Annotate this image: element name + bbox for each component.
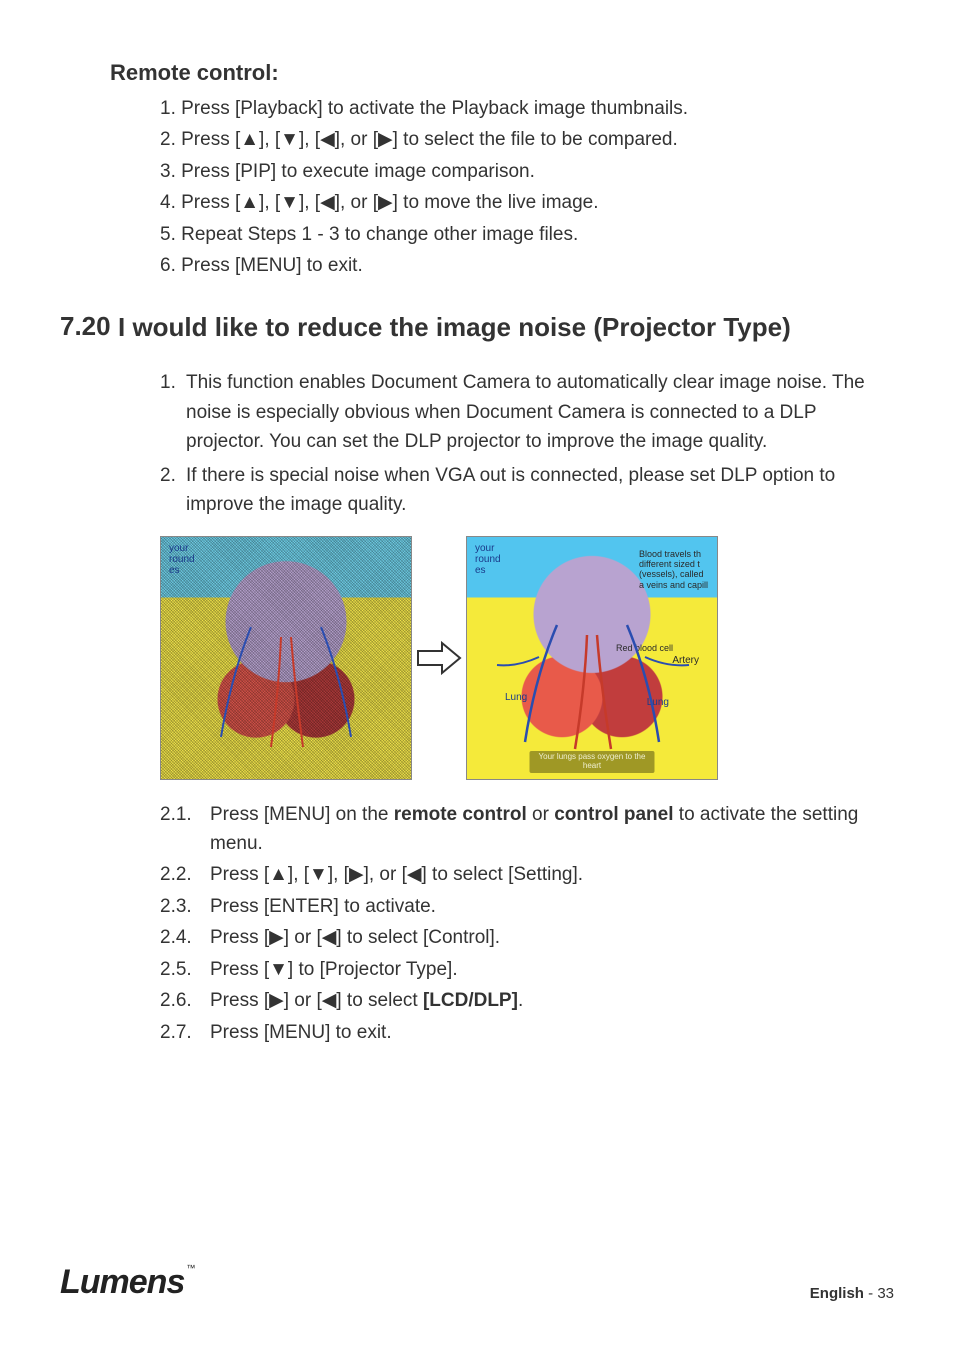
arrow-icon [412,641,466,675]
substeps-list: 2.1. Press [MENU] on the remote control … [160,800,894,1048]
figure-label: Lung [647,697,669,708]
list-item: 2.5.Press [▼] to [Projector Type]. [160,955,894,984]
section-number: 7.20 [60,311,118,342]
remote-steps-list: 1. Press [Playback] to activate the Play… [160,94,894,281]
trademark-icon: ™ [186,1263,194,1273]
figure-side-caption: Blood travels th different sized t (vess… [639,549,711,590]
list-item: 2.7.Press [MENU] to exit. [160,1018,894,1047]
step-text: Press [▲], [▼], [◀], or [▶] to move the … [181,192,598,213]
lumens-logo: Lumens™ [60,1263,194,1302]
figure-label: Red blood cell [616,643,673,653]
list-item: 2.3.Press [ENTER] to activate. [160,892,894,921]
figure-corner-label: your round es [169,543,195,576]
list-item: 2.1. Press [MENU] on the remote control … [160,800,894,859]
list-item: 2.If there is special noise when VGA out… [160,461,894,520]
figure-corner-label: your round es [475,543,501,576]
intro-text: If there is special noise when VGA out i… [186,461,894,520]
list-item: 5. Repeat Steps 1 - 3 to change other im… [160,220,894,249]
section-heading-row: 7.20 I would like to reduce the image no… [60,311,894,345]
section-title: I would like to reduce the image noise (… [118,311,791,345]
page-number: English - 33 [810,1285,894,1302]
list-item: 6. Press [MENU] to exit. [160,251,894,280]
step-text: Press [Playback] to activate the Playbac… [181,98,688,119]
figure-bottom-caption: Your lungs pass oxygen to the heart [530,751,655,773]
anatomy-lines-icon [161,537,411,779]
list-item: 3. Press [PIP] to execute image comparis… [160,157,894,186]
list-item: 2.4.Press [▶] or [◀] to select [Control]… [160,923,894,952]
step-text: Repeat Steps 1 - 3 to change other image… [181,224,578,245]
page-footer: Lumens™ English - 33 [60,1263,894,1302]
figure-label: Lung [505,692,527,703]
intro-text: This function enables Document Camera to… [186,368,894,456]
figure-before-noisy: your round es [160,536,412,780]
list-item: 2.6. Press [▶] or [◀] to select [LCD/DLP… [160,986,894,1015]
list-item: 1.This function enables Document Camera … [160,368,894,456]
list-item: 4. Press [▲], [▼], [◀], or [▶] to move t… [160,188,894,217]
step-text: Press [PIP] to execute image comparison. [181,161,535,182]
step-text: Press [▲], [▼], [◀], or [▶] to select th… [181,129,678,150]
intro-list: 1.This function enables Document Camera … [160,368,894,519]
remote-control-heading: Remote control: [110,60,894,86]
list-item: 2. Press [▲], [▼], [◀], or [▶] to select… [160,125,894,154]
step-text: Press [MENU] to exit. [181,255,363,276]
figure-after-clear: your round es Blood travels th different… [466,536,718,780]
list-item: 1. Press [Playback] to activate the Play… [160,94,894,123]
figure-row: your round es your round es Blood trav [160,536,894,780]
list-item: 2.2.Press [▲], [▼], [▶], or [◀] to selec… [160,860,894,889]
figure-label: Artery [672,655,699,666]
